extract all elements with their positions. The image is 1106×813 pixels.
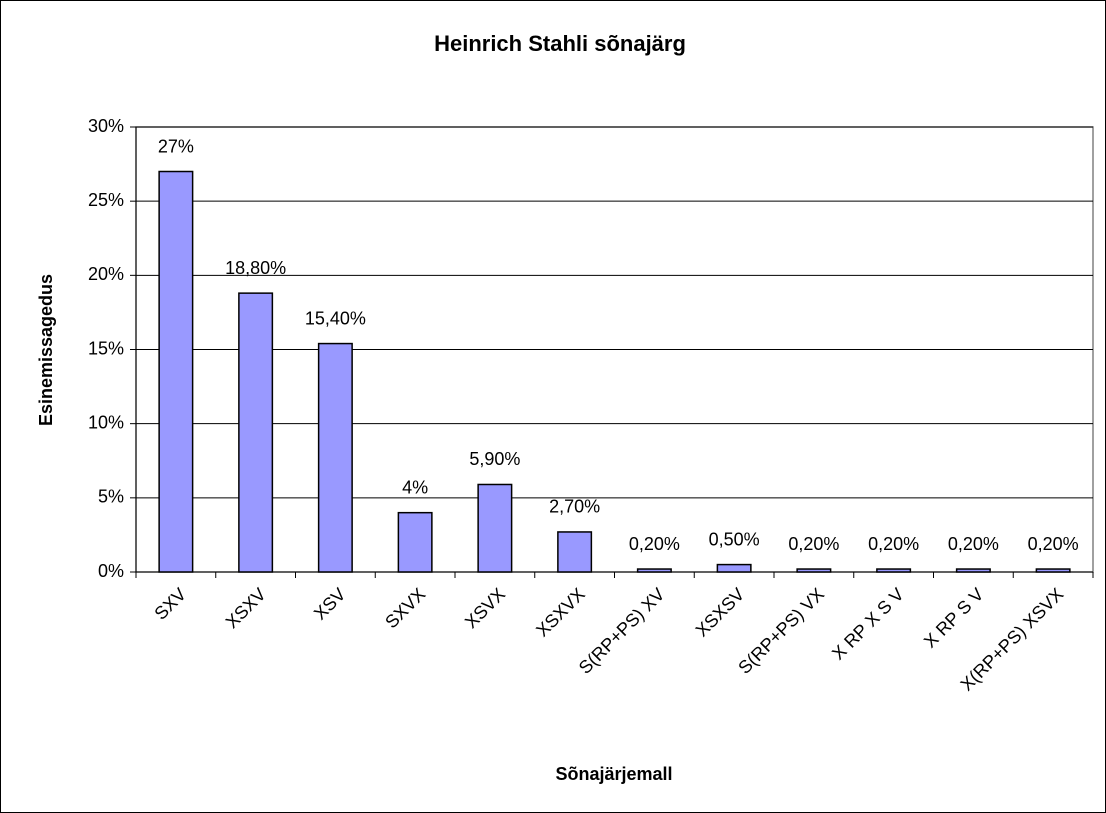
data-label: 4%	[402, 477, 428, 497]
data-label: 0,50%	[709, 529, 760, 549]
data-label: 15,40%	[305, 308, 366, 328]
bar	[876, 568, 912, 573]
data-label: 0,20%	[948, 534, 999, 554]
bar	[716, 563, 752, 573]
data-label: 27%	[158, 136, 194, 156]
y-tick-label: 20%	[88, 264, 124, 284]
bar	[557, 531, 593, 573]
bar	[158, 170, 194, 573]
data-label: 0,20%	[868, 534, 919, 554]
data-label: 5,90%	[469, 449, 520, 469]
bar	[238, 292, 274, 573]
bar	[796, 568, 832, 573]
y-axis-title: Esinemissagedus	[36, 274, 56, 426]
y-tick-label: 10%	[88, 412, 124, 432]
y-tick-label: 0%	[98, 561, 124, 581]
data-label: 0,20%	[1028, 534, 1079, 554]
data-label: 0,20%	[629, 534, 680, 554]
bar	[1035, 568, 1071, 573]
y-tick-label: 5%	[98, 487, 124, 507]
y-tick-label: 30%	[88, 116, 124, 136]
data-label: 2,70%	[549, 497, 600, 517]
data-label: 0,20%	[788, 534, 839, 554]
chart-title: Heinrich Stahli sõnajärg	[434, 31, 686, 56]
bar	[636, 568, 672, 573]
data-label: 18,80%	[225, 258, 286, 278]
bar	[317, 342, 353, 573]
bar	[397, 511, 433, 573]
bar	[955, 568, 991, 573]
bar	[477, 483, 513, 573]
y-tick-label: 15%	[88, 338, 124, 358]
x-axis-title: Sõnajärjemall	[555, 764, 672, 784]
y-tick-label: 25%	[88, 190, 124, 210]
